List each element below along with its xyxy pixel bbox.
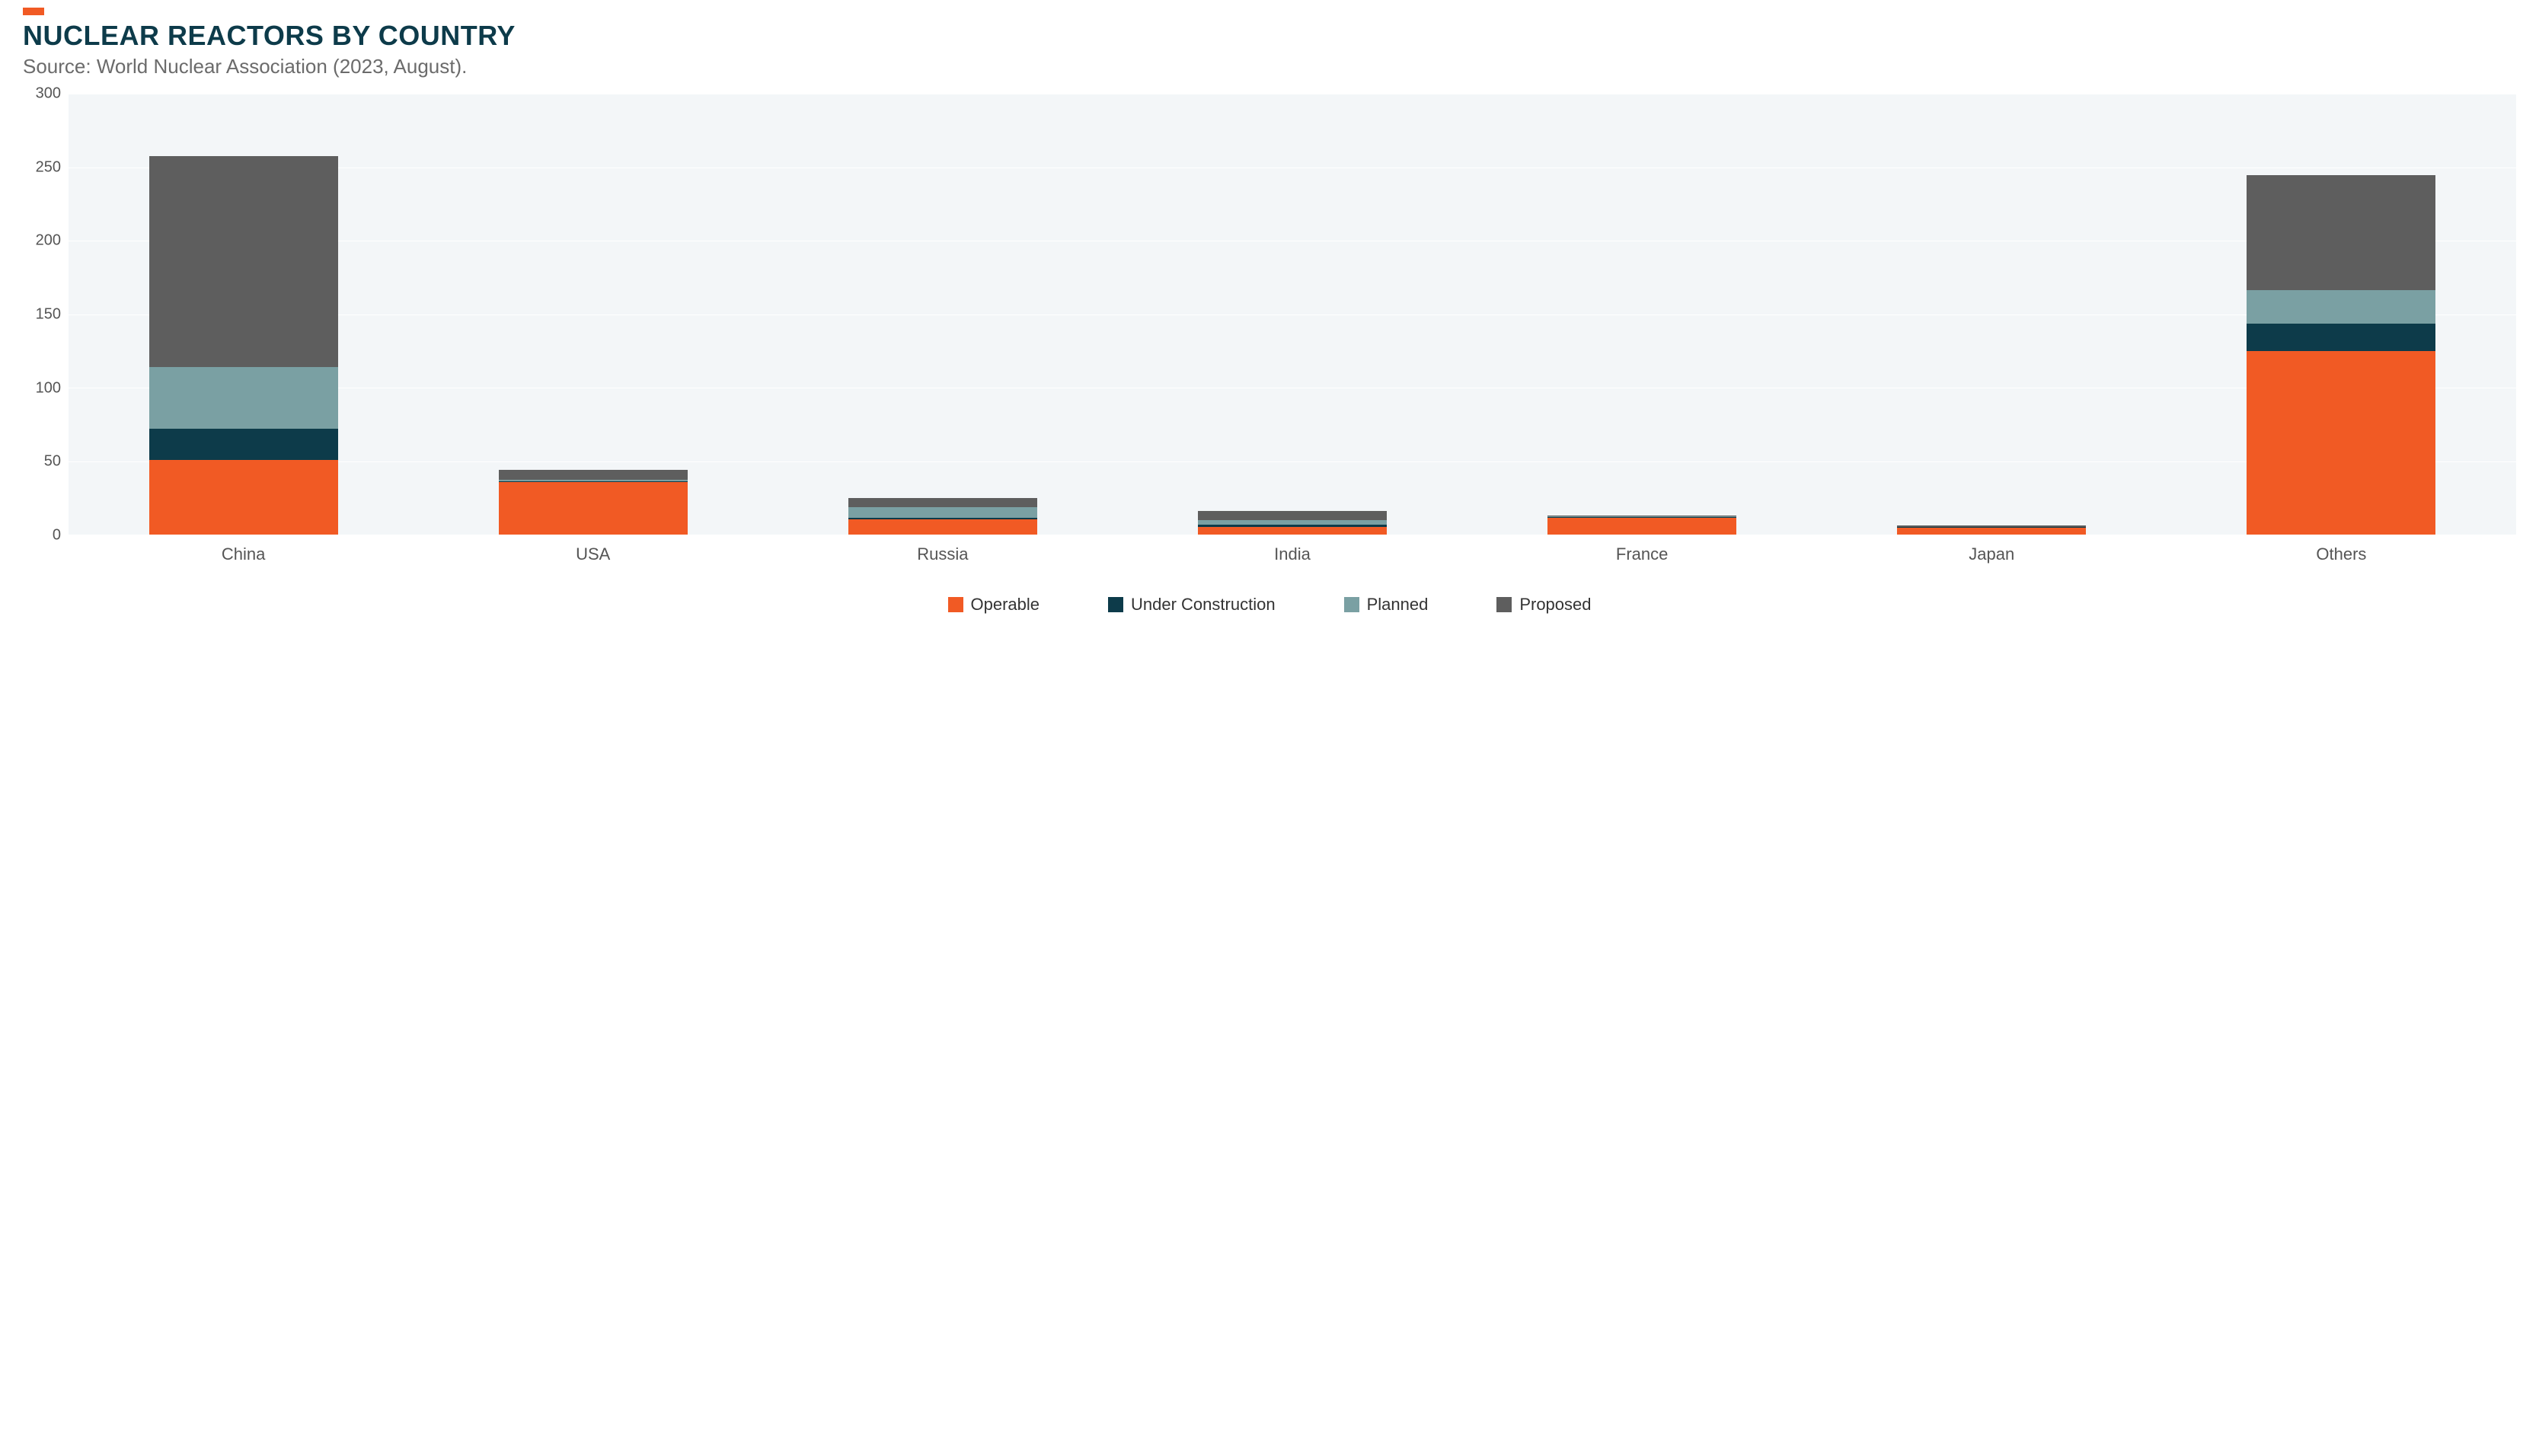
- bars-container: [69, 94, 2516, 535]
- segment-operable: [848, 519, 1037, 535]
- x-label: USA: [418, 544, 768, 564]
- segment-under_construction: [149, 429, 338, 460]
- legend-swatch: [1496, 597, 1512, 612]
- x-label: Japan: [1817, 544, 2167, 564]
- segment-proposed: [848, 498, 1037, 507]
- y-tick-label: 150: [36, 306, 61, 324]
- bar-slot: [69, 94, 418, 535]
- chart-subtitle: Source: World Nuclear Association (2023,…: [23, 55, 2516, 78]
- segment-proposed: [499, 470, 688, 480]
- segment-planned: [149, 367, 338, 428]
- bar-others: [2247, 136, 2435, 535]
- legend-label: Planned: [1367, 595, 1429, 615]
- legend-label: Under Construction: [1131, 595, 1276, 615]
- segment-operable: [1897, 528, 2086, 535]
- bar-slot: [418, 94, 768, 535]
- bar-usa: [499, 366, 688, 535]
- segment-planned: [2247, 290, 2435, 324]
- x-label: Others: [2167, 544, 2516, 564]
- y-tick-label: 100: [36, 379, 61, 397]
- y-tick-label: 300: [36, 85, 61, 103]
- bar-india: [1198, 432, 1387, 535]
- segment-operable: [149, 460, 338, 535]
- y-axis: 050100150200250300: [23, 94, 69, 535]
- bar-china: [149, 126, 338, 535]
- chart-container: 050100150200250300: [23, 94, 2516, 535]
- bar-slot: [2167, 94, 2516, 535]
- bar-slot: [768, 94, 1117, 535]
- bar-russia: [848, 408, 1037, 535]
- x-label: India: [1117, 544, 1467, 564]
- y-tick-label: 200: [36, 232, 61, 250]
- segment-operable: [1198, 527, 1387, 535]
- bar-france: [1547, 443, 1736, 535]
- bar-slot: [1817, 94, 2167, 535]
- legend-item-proposed: Proposed: [1496, 595, 1591, 615]
- segment-operable: [1547, 518, 1736, 535]
- legend-item-planned: Planned: [1344, 595, 1429, 615]
- bar-slot: [1117, 94, 1467, 535]
- legend-label: Operable: [971, 595, 1040, 615]
- legend-swatch: [948, 597, 963, 612]
- legend-item-operable: Operable: [948, 595, 1040, 615]
- chart-title: NUCLEAR REACTORS BY COUNTRY: [23, 20, 2516, 52]
- segment-proposed: [1198, 511, 1387, 521]
- y-tick-label: 0: [53, 527, 61, 544]
- segment-under_construction: [2247, 324, 2435, 352]
- segment-proposed: [2247, 175, 2435, 291]
- x-label: Russia: [768, 544, 1117, 564]
- accent-bar: [23, 8, 44, 15]
- legend-swatch: [1108, 597, 1123, 612]
- x-label: France: [1468, 544, 1817, 564]
- bar-slot: [1468, 94, 1817, 535]
- legend-item-under_construction: Under Construction: [1108, 595, 1276, 615]
- x-label: China: [69, 544, 418, 564]
- segment-planned: [848, 507, 1037, 518]
- segment-operable: [499, 482, 688, 535]
- bar-japan: [1897, 470, 2086, 535]
- legend-label: Proposed: [1519, 595, 1591, 615]
- y-tick-label: 50: [44, 453, 61, 471]
- legend: Operable Under Construction Planned Propose…: [23, 595, 2516, 615]
- y-tick-label: 250: [36, 158, 61, 176]
- x-axis-labels: ChinaUSARussiaIndiaFranceJapanOthers: [69, 544, 2516, 564]
- legend-swatch: [1344, 597, 1359, 612]
- segment-proposed: [149, 156, 338, 367]
- segment-operable: [2247, 351, 2435, 535]
- plot-area: [69, 94, 2516, 535]
